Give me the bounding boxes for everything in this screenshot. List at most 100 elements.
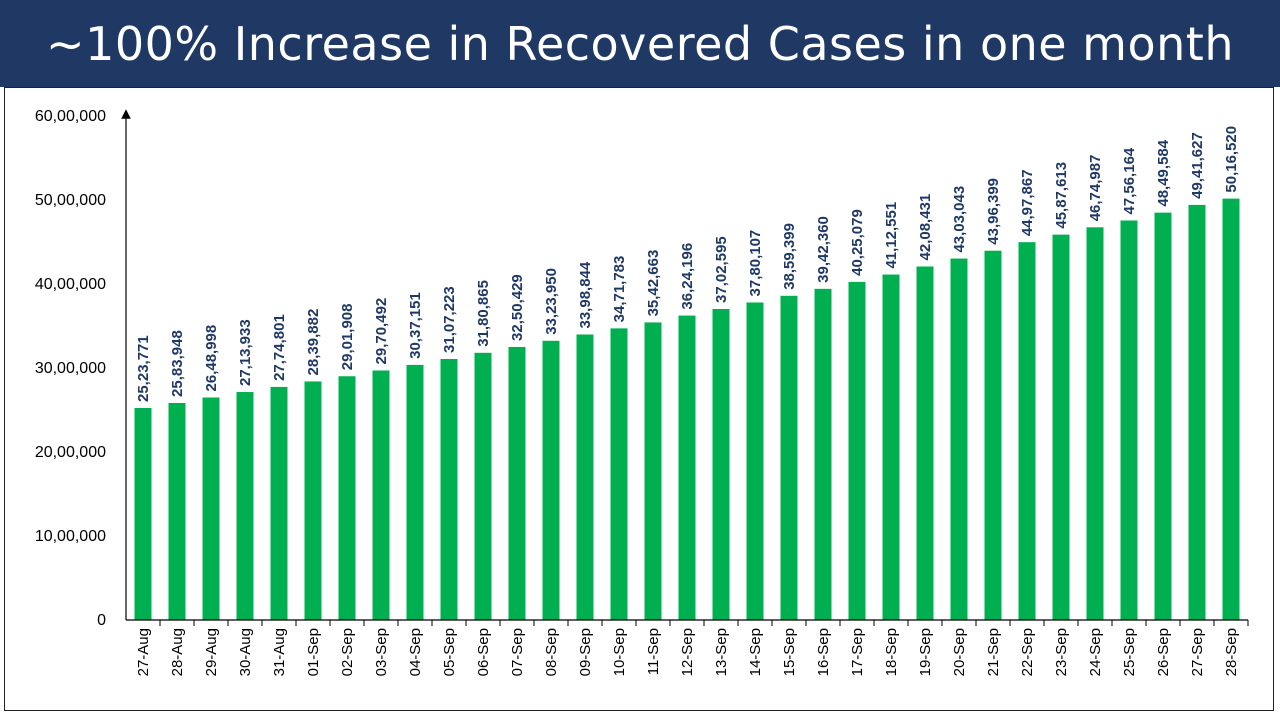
x-tick-label: 28-Aug (169, 628, 186, 676)
data-label: 37,02,595 (713, 236, 730, 303)
y-tick-label: 10,00,000 (35, 528, 106, 545)
x-tick-label: 27-Aug (135, 628, 152, 676)
x-axis-ticks: 27-Aug 28-Aug 29-Aug 30-Aug 31-Aug 01-Sep 02-S… (135, 620, 1249, 676)
bar (814, 288, 832, 620)
data-label: 38,59,399 (781, 223, 798, 290)
data-label: 39,42,360 (815, 216, 832, 283)
data-label: 28,39,882 (305, 309, 322, 376)
x-tick-label: 02-Sep (339, 628, 356, 676)
bar (202, 397, 220, 620)
data-label: 47,56,164 (1121, 147, 1138, 214)
data-label: 25,23,771 (135, 335, 152, 402)
y-tick-label: 30,00,000 (35, 360, 106, 377)
x-tick-label: 28-Sep (1223, 628, 1240, 676)
x-tick-label: 31-Aug (271, 628, 288, 676)
data-label: 43,96,399 (985, 178, 1002, 245)
bar (168, 402, 186, 620)
data-label: 29,01,908 (339, 304, 356, 371)
data-label: 27,13,933 (237, 319, 254, 386)
y-tick-label: 60,00,000 (35, 108, 106, 125)
bar (1222, 198, 1240, 621)
data-label: 42,08,431 (917, 194, 934, 261)
x-tick-label: 23-Sep (1053, 628, 1070, 676)
x-tick-label: 15-Sep (781, 628, 798, 676)
data-label: 27,74,801 (271, 314, 288, 381)
bar (746, 302, 764, 620)
data-label: 40,25,079 (849, 209, 866, 276)
bar (508, 346, 526, 620)
data-label: 35,42,663 (645, 250, 662, 317)
y-axis-ticks: 0 10,00,000 20,00,000 30,00,000 40,00,000 50,… (35, 108, 106, 629)
x-tick-label: 05-Sep (441, 628, 458, 676)
data-label: 48,49,584 (1155, 139, 1172, 206)
x-tick-label: 11-Sep (645, 628, 662, 675)
bar (1052, 234, 1070, 620)
y-tick-label: 0 (97, 612, 106, 629)
x-tick-label: 10-Sep (611, 628, 628, 676)
bar (406, 364, 424, 620)
bar (372, 370, 390, 620)
x-tick-label: 07-Sep (509, 628, 526, 676)
data-labels: 25,23,771 25,83,948 26,48,998 27,13,933 27,7… (135, 126, 1240, 402)
x-tick-label: 30-Aug (237, 628, 254, 676)
y-tick-label: 50,00,000 (35, 192, 106, 209)
x-tick-label: 03-Sep (373, 628, 390, 676)
x-tick-label: 08-Sep (543, 628, 560, 676)
bar (338, 376, 356, 620)
data-label: 26,48,998 (203, 325, 220, 392)
bar (644, 322, 662, 620)
x-tick-label: 24-Sep (1087, 628, 1104, 676)
x-tick-label: 06-Sep (475, 628, 492, 676)
page-title: ~100% Increase in Recovered Cases in one… (46, 16, 1234, 71)
bar (678, 315, 696, 620)
x-tick-label: 17-Sep (849, 628, 866, 676)
x-tick-label: 04-Sep (407, 628, 424, 676)
data-label: 43,03,043 (951, 186, 968, 253)
data-label: 32,50,429 (509, 274, 526, 341)
bar (304, 381, 322, 620)
data-label: 30,37,151 (407, 292, 424, 359)
x-tick-label: 13-Sep (713, 628, 730, 676)
bar (1018, 242, 1036, 620)
bar (916, 266, 934, 620)
x-tick-label: 27-Sep (1189, 628, 1206, 676)
title-banner: ~100% Increase in Recovered Cases in one… (0, 0, 1280, 87)
y-tick-label: 20,00,000 (35, 444, 106, 461)
data-label: 50,16,520 (1223, 126, 1240, 193)
data-label: 41,12,551 (883, 202, 900, 269)
data-label: 45,87,613 (1053, 162, 1070, 229)
bar (1120, 220, 1138, 620)
x-tick-label: 12-Sep (679, 628, 696, 676)
data-label: 44,97,867 (1019, 169, 1036, 236)
data-label: 34,71,783 (611, 256, 628, 323)
bar (270, 386, 288, 620)
bar (882, 274, 900, 620)
bar (848, 281, 866, 620)
data-label: 31,80,865 (475, 280, 492, 347)
bar (474, 352, 492, 620)
data-label: 33,23,950 (543, 268, 560, 335)
data-label: 33,98,844 (577, 261, 594, 328)
y-tick-label: 40,00,000 (35, 276, 106, 293)
bar (440, 358, 458, 620)
bar (1154, 212, 1172, 620)
bar (134, 408, 152, 620)
x-tick-label: 21-Sep (985, 628, 1002, 676)
data-label: 29,70,492 (373, 298, 390, 365)
x-tick-label: 22-Sep (1019, 628, 1036, 676)
data-label: 46,74,987 (1087, 155, 1104, 222)
x-tick-label: 26-Sep (1155, 628, 1172, 676)
x-tick-label: 29-Aug (203, 628, 220, 676)
bar (712, 308, 730, 620)
bar (1188, 204, 1206, 621)
x-tick-label: 25-Sep (1121, 628, 1138, 676)
data-label: 37,80,107 (747, 230, 764, 297)
data-label: 25,83,948 (169, 330, 186, 397)
data-label: 31,07,223 (441, 286, 458, 353)
bar (984, 250, 1002, 620)
bars (134, 198, 1240, 621)
bar (610, 328, 628, 620)
bar (542, 340, 560, 620)
x-tick-label: 01-Sep (305, 628, 322, 676)
